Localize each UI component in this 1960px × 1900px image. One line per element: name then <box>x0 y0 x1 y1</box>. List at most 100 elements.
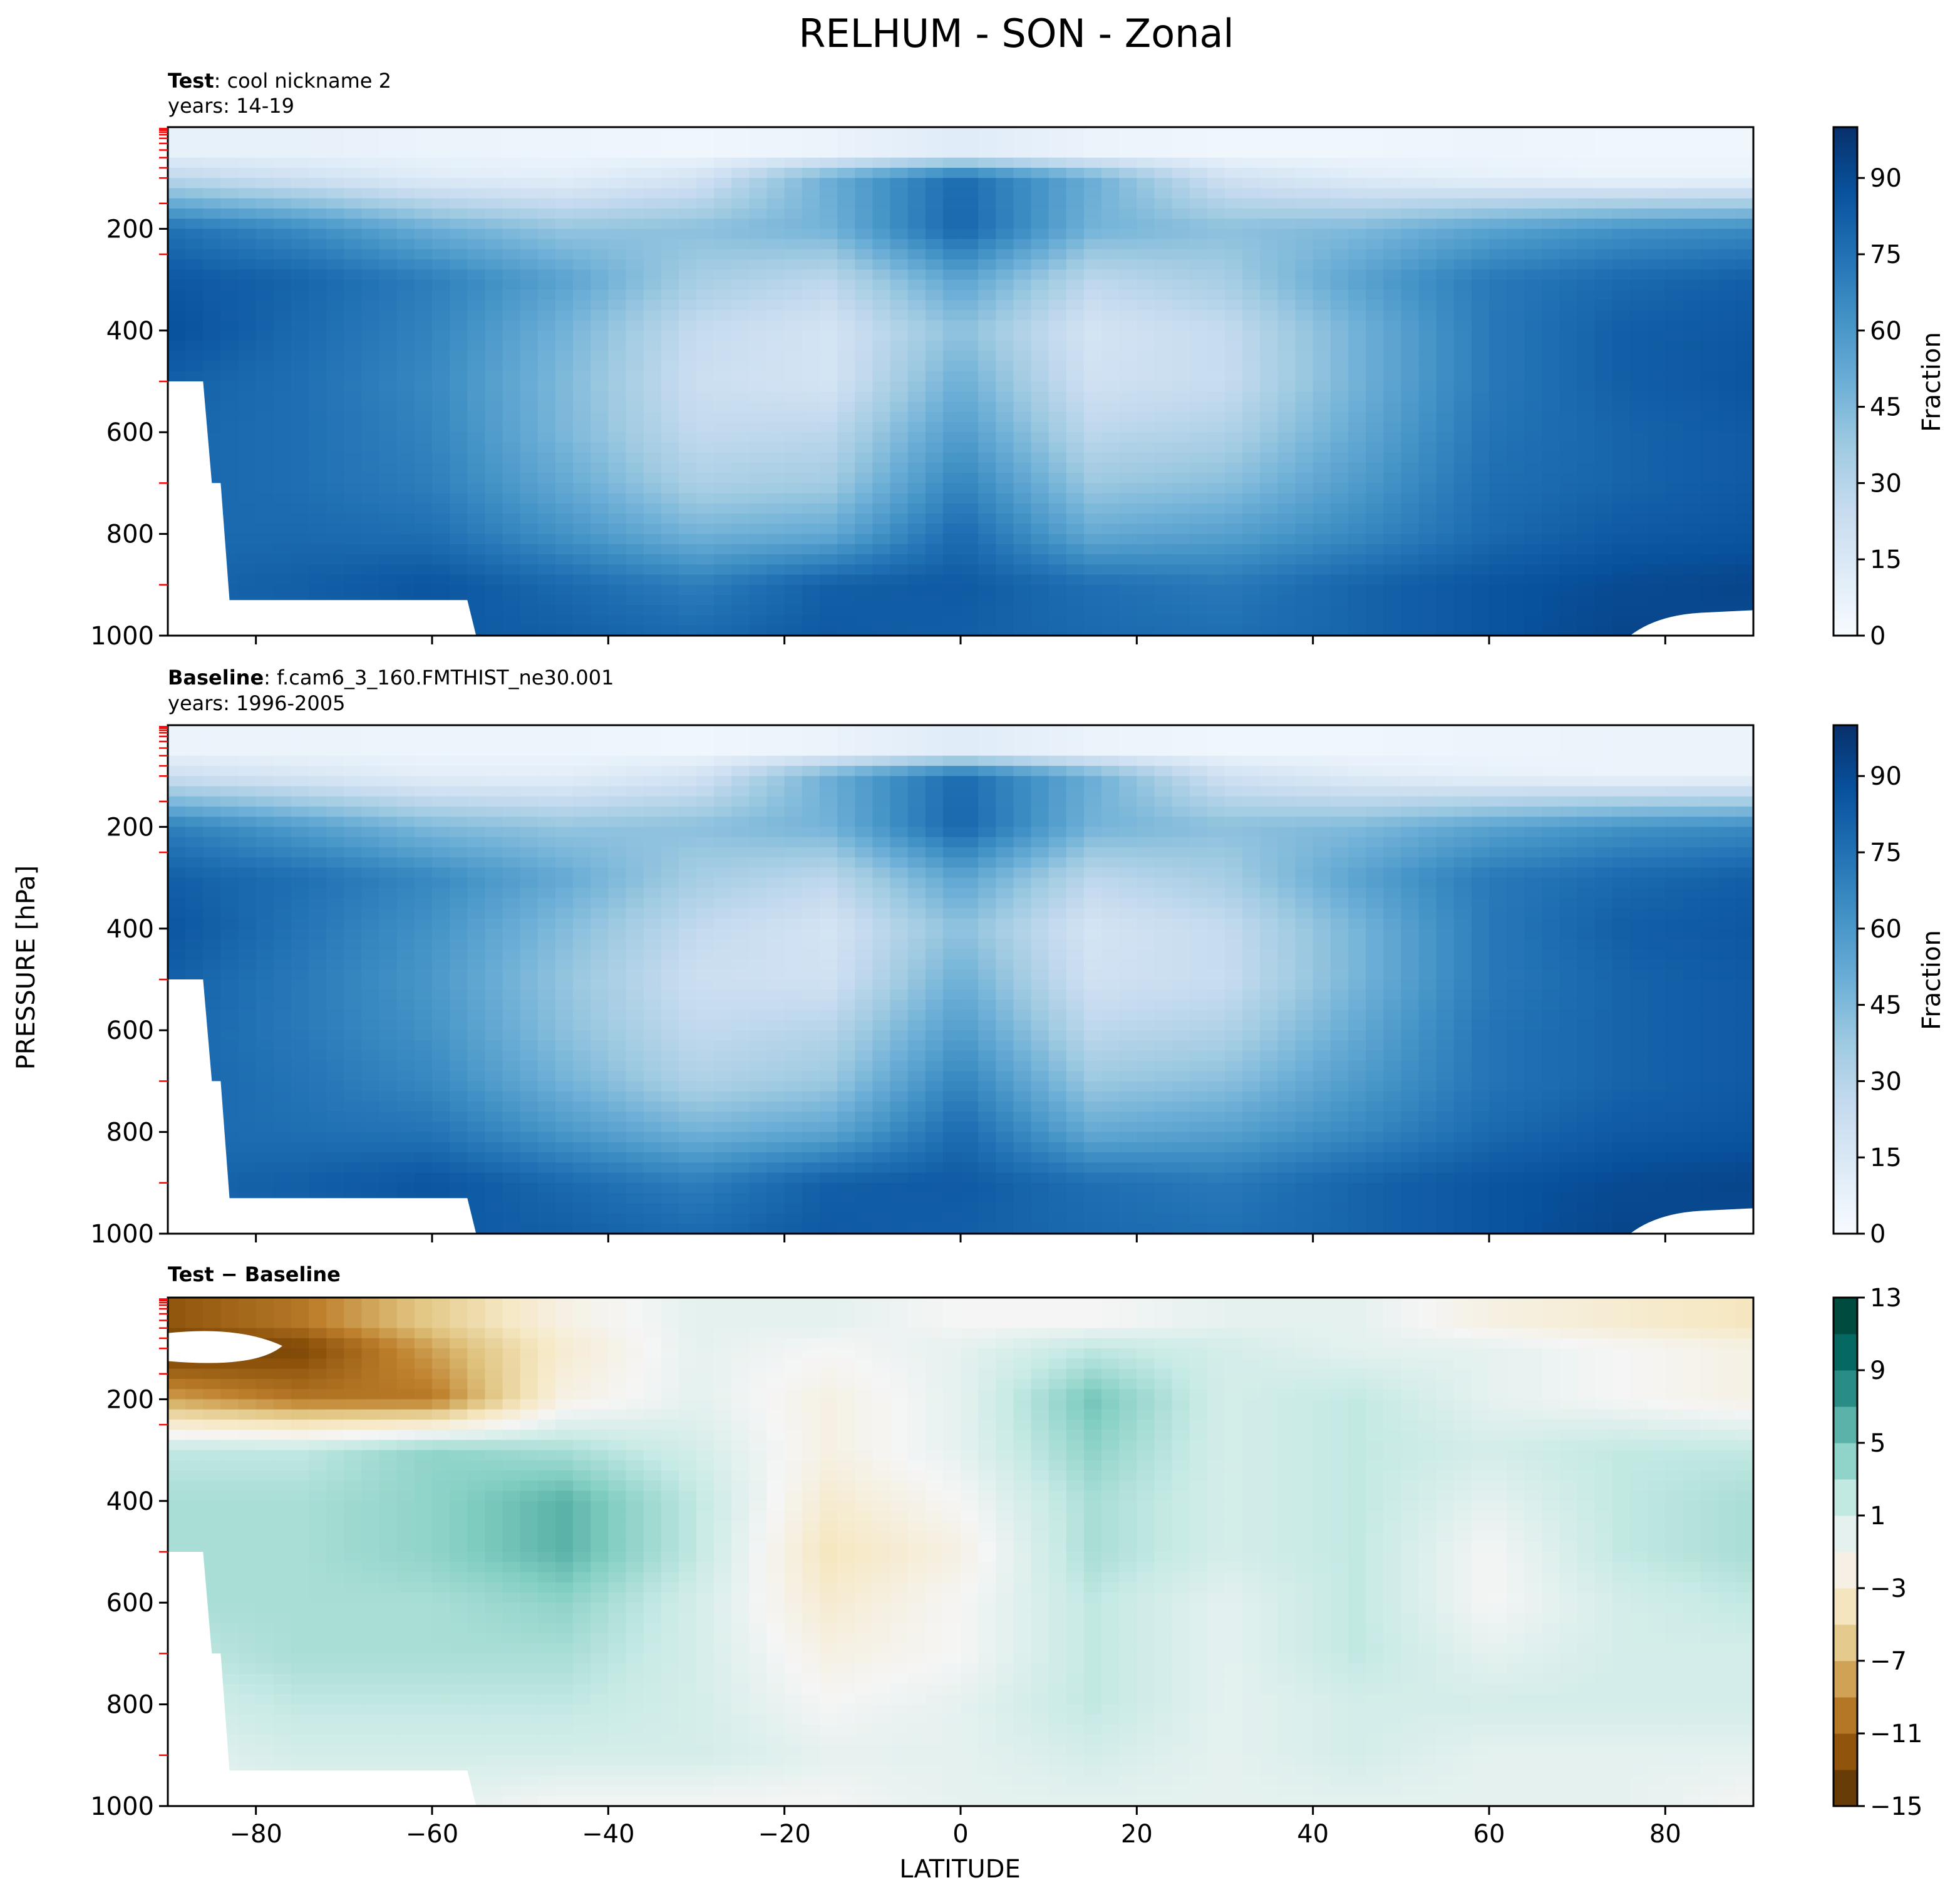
heatmap-cell <box>678 239 697 250</box>
heatmap-cell <box>485 584 503 596</box>
heatmap-cell <box>1559 391 1578 403</box>
heatmap-cell <box>608 300 627 311</box>
heatmap-cell <box>1313 269 1331 281</box>
heatmap-cell <box>1066 564 1085 576</box>
heatmap-cell <box>1260 147 1278 158</box>
heatmap-cell <box>520 229 539 240</box>
heatmap-cell <box>220 341 239 351</box>
heatmap-cell <box>1489 483 1507 494</box>
heatmap-cell <box>326 473 344 483</box>
heatmap-cell <box>907 595 926 606</box>
heatmap-cell <box>238 361 257 372</box>
heatmap-cell <box>555 745 574 756</box>
heatmap-cell <box>1119 483 1137 494</box>
heatmap-cell <box>1172 411 1190 423</box>
heatmap-cell <box>996 229 1014 240</box>
heatmap-cell <box>1401 341 1420 351</box>
heatmap-cell <box>1225 564 1243 576</box>
heatmap-cell <box>1559 442 1578 453</box>
heatmap-cell <box>309 208 327 219</box>
heatmap-cell <box>1031 157 1050 168</box>
heatmap-cell <box>1277 514 1296 524</box>
heatmap-cell <box>1048 534 1067 545</box>
heatmap-cell <box>309 725 327 736</box>
heatmap-cell <box>1277 401 1296 413</box>
heatmap-cell <box>978 442 996 453</box>
heatmap-cell <box>731 615 750 626</box>
heatmap-cell <box>1366 615 1384 626</box>
heatmap-cell <box>432 208 450 219</box>
heatmap-cell <box>1471 137 1490 148</box>
heatmap-cell <box>502 300 521 311</box>
heatmap-cell <box>872 462 891 473</box>
heatmap-cell <box>573 755 591 767</box>
heatmap-cell <box>1542 401 1560 413</box>
heatmap-cell <box>1101 411 1120 423</box>
heatmap-cell <box>1066 208 1085 219</box>
heatmap-cell <box>1295 127 1314 138</box>
heatmap-cell <box>1524 219 1542 229</box>
heatmap-cell <box>661 503 679 514</box>
heatmap-cell <box>1154 421 1173 433</box>
heatmap-cell <box>1718 574 1736 586</box>
heatmap-cell <box>1225 442 1243 453</box>
heatmap-cell <box>1594 534 1613 545</box>
heatmap-cell <box>1031 625 1050 636</box>
heatmap-cell <box>643 605 662 616</box>
heatmap-cell <box>1048 524 1067 535</box>
heatmap-cell <box>784 544 803 555</box>
heatmap-cell <box>1594 341 1613 351</box>
heatmap-cell <box>766 605 785 616</box>
heatmap-cell <box>696 330 714 341</box>
heatmap-cell <box>626 615 644 626</box>
heatmap-cell <box>1313 514 1331 524</box>
heatmap-cell <box>1683 544 1701 555</box>
heatmap-cell <box>1207 483 1225 494</box>
heatmap-cell <box>1665 534 1684 545</box>
heatmap-cell <box>942 330 961 341</box>
heatmap-cell <box>1013 351 1032 362</box>
heatmap-cell <box>203 745 221 756</box>
heatmap-cell <box>1277 137 1296 148</box>
heatmap-cell <box>1683 147 1701 158</box>
heatmap-cell <box>238 524 257 535</box>
heatmap-cell <box>1489 147 1507 158</box>
heatmap-cell <box>1366 167 1384 178</box>
heatmap-cell <box>819 401 838 413</box>
heatmap-cell <box>203 259 221 270</box>
heatmap-cell <box>961 239 979 250</box>
heatmap-cell <box>537 452 556 463</box>
heatmap-cell <box>344 452 363 463</box>
heatmap-cell <box>502 625 521 636</box>
heatmap-cell <box>890 289 909 301</box>
heatmap-cell <box>1683 279 1701 291</box>
heatmap-cell <box>907 514 926 524</box>
heatmap-cell <box>1066 584 1085 596</box>
heatmap-cell <box>1648 391 1666 403</box>
heatmap-cell <box>1542 341 1560 351</box>
heatmap-cell <box>961 524 979 535</box>
heatmap-cell <box>520 341 539 351</box>
heatmap-cell <box>1453 401 1472 413</box>
heatmap-cell <box>784 401 803 413</box>
heatmap-cell <box>678 351 697 362</box>
heatmap-cell <box>696 735 714 746</box>
heatmap-cell <box>450 198 468 209</box>
heatmap-cell <box>1418 625 1437 636</box>
heatmap-cell <box>1436 147 1455 158</box>
heatmap-cell <box>1418 493 1437 504</box>
heatmap-cell <box>1313 371 1331 382</box>
heatmap-cell <box>766 745 785 756</box>
heatmap-cell <box>1172 421 1190 433</box>
heatmap-cell <box>1559 421 1578 433</box>
heatmap-cell <box>1101 514 1120 524</box>
heatmap-cell <box>1242 289 1261 301</box>
heatmap-cell <box>749 554 768 565</box>
heatmap-cell <box>1735 127 1754 138</box>
heatmap-cell <box>1313 167 1331 178</box>
heatmap-cell <box>1718 361 1736 372</box>
heatmap-cell <box>1083 381 1102 392</box>
heatmap-cell <box>1418 574 1437 586</box>
heatmap-cell <box>855 584 873 596</box>
heatmap-cell <box>1277 381 1296 392</box>
